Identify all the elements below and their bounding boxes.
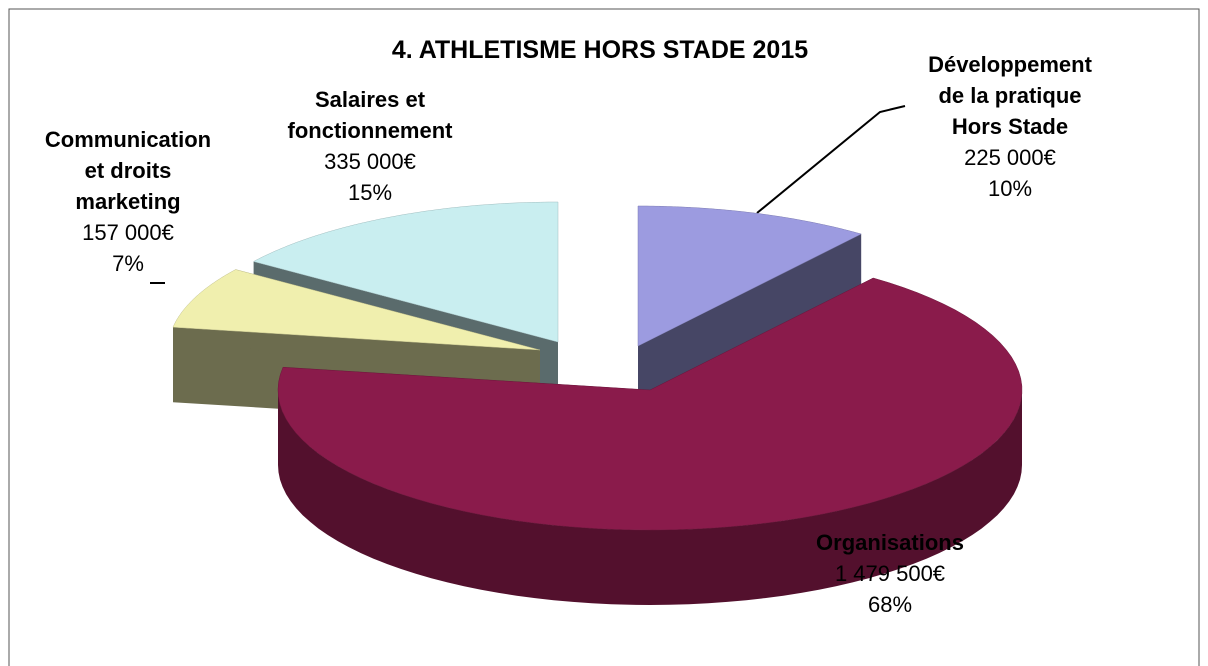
percent-label: 10%	[988, 176, 1032, 201]
slice	[277, 277, 1023, 531]
chart-title: 4. ATHLETISME HORS STADE 2015	[392, 36, 808, 64]
value-label: 225 000€	[964, 145, 1056, 170]
slice	[637, 205, 862, 347]
percent-label: 15%	[348, 180, 392, 205]
slice	[172, 269, 541, 351]
value-label: 1 479 500€	[835, 561, 945, 586]
slice-side	[278, 390, 1022, 605]
slice-label: Salaires et fonctionnement	[288, 87, 454, 143]
percent-label: 7%	[112, 251, 144, 276]
slice-label: Organisations	[816, 530, 964, 555]
slice-label: Communication et droits marketing	[45, 127, 211, 214]
leader-line	[756, 105, 906, 214]
value-label: 335 000€	[324, 149, 416, 174]
value-label: 157 000€	[82, 220, 174, 245]
slice	[252, 201, 559, 343]
slice-label: Développement de la pratique Hors Stade	[928, 52, 1092, 139]
percent-label: 68%	[868, 592, 912, 617]
